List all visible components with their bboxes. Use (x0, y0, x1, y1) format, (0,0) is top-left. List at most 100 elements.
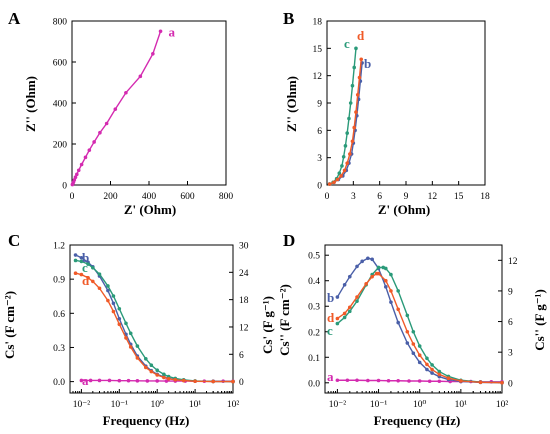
data-point-a (83, 155, 88, 160)
data-point-d (342, 311, 347, 316)
panel-letter-b: B (283, 9, 294, 28)
y-tick-label: 6 (317, 127, 322, 137)
data-point-a (164, 379, 169, 383)
data-point-d (335, 316, 340, 321)
data-point-a (376, 378, 381, 383)
data-point-c (73, 258, 78, 263)
data-point-d (91, 279, 95, 284)
y-tick-label: 0.6 (53, 310, 65, 320)
y2-tick-label: 0 (239, 378, 244, 388)
data-point-b (430, 371, 434, 375)
data-point-a (98, 130, 102, 135)
panel-a-plot-area: 0 200 400 600 800 0 200 400 600 800 a (53, 18, 234, 203)
data-point-a (386, 378, 391, 383)
data-point-d (173, 377, 178, 382)
data-point-c (91, 265, 95, 270)
data-point-c (411, 329, 416, 334)
data-point-b (396, 320, 400, 325)
data-point-c (348, 101, 353, 105)
data-point-d (354, 110, 358, 114)
data-point-c (355, 299, 359, 303)
data-point-d (117, 322, 122, 327)
panel-b-y-axis-title: Z'' (Ohm) (284, 76, 299, 132)
data-point-d (383, 278, 388, 283)
x-tick-label: 10¹ (189, 400, 202, 410)
data-point-d (339, 174, 343, 178)
data-point-d (342, 168, 347, 173)
data-point-d (411, 342, 416, 346)
data-point-b (335, 295, 340, 299)
data-point-c (343, 144, 348, 148)
x-tick-label: 10⁻² (73, 400, 91, 410)
data-point-a (417, 379, 422, 383)
data-point-d (405, 329, 410, 334)
data-point-a (135, 379, 140, 383)
panel-d-y2-axis-title: Cs'' (F g⁻¹) (532, 289, 547, 351)
data-point-d (376, 271, 381, 276)
data-point-d (345, 161, 349, 165)
x-tick-label: 10⁻² (329, 400, 347, 410)
data-point-d (144, 365, 148, 370)
panel-c-chart: 10⁻² 10⁻¹ 10⁰ 10¹ 10² 0.0 0.3 0.6 0.9 1.2 0 6 12 18 24… (2, 242, 275, 429)
data-point-a (79, 378, 84, 383)
panel-d-plot-area: 10⁻² 10⁻¹ 10⁰ 10¹ 10² 0.0 0.1 0.2 0.3 0.4 0.5 0 3 6 9 1… (308, 244, 518, 410)
data-point-c (124, 321, 128, 326)
data-point-c (345, 131, 349, 135)
data-point-d (166, 376, 171, 381)
data-point-d (430, 367, 434, 372)
data-point-c (106, 284, 110, 288)
x-tick-label: 10⁻¹ (111, 400, 129, 410)
data-point-d (106, 298, 110, 303)
x-tick-label: 10² (227, 400, 240, 410)
curve-label-b: b (327, 290, 334, 305)
data-point-d (181, 378, 186, 383)
data-point-b (405, 341, 410, 345)
curve-label-c: c (344, 36, 350, 51)
panel-letter-d: D (283, 231, 295, 250)
data-point-b (366, 256, 370, 261)
data-point-d (128, 345, 133, 349)
data-point-d (73, 271, 78, 276)
data-point-c (342, 315, 347, 320)
panel-c-y-axis-title: Cs' (F cm⁻²) (2, 291, 17, 359)
data-point-b (425, 367, 429, 372)
data-point-c (135, 344, 140, 348)
data-point-a (145, 379, 150, 383)
y-tick-label: 0.4 (308, 277, 320, 287)
data-point-b (370, 257, 374, 262)
x-tick-label: 10⁰ (151, 400, 165, 410)
panel-letter-a: A (8, 9, 21, 28)
data-point-c (162, 372, 166, 377)
y-tick-label: 0.0 (308, 379, 320, 389)
y-tick-label: 18 (313, 18, 323, 28)
data-point-d (370, 274, 374, 279)
data-point-d (124, 336, 128, 340)
y-tick-label: 0.0 (53, 378, 65, 388)
panel-a-x-axis-title: Z' (Ohm) (124, 202, 176, 217)
x-tick-label: 200 (103, 192, 118, 202)
x-tick-label: 10⁻¹ (370, 400, 388, 410)
y2-tick-label: 18 (239, 296, 249, 306)
data-point-a (427, 379, 432, 384)
data-point-a (113, 107, 118, 111)
panel-d-y-axis-title: Cs'' (F cm⁻²) (277, 284, 292, 356)
curve-label-d: d (357, 28, 365, 43)
data-point-a (158, 29, 163, 34)
data-point-a (151, 52, 155, 56)
data-point-d (335, 177, 340, 182)
y2-tick-label: 6 (239, 351, 244, 361)
data-point-c (405, 313, 410, 318)
data-point-d (86, 275, 90, 280)
data-point-d (417, 353, 422, 358)
data-point-c (417, 344, 422, 348)
panel-a-y-axis-title: Z'' (Ohm) (23, 76, 38, 132)
data-point-c (347, 116, 351, 121)
data-point-d (500, 380, 504, 385)
panel-c-plot-area: 10⁻² 10⁻¹ 10⁰ 10¹ 10² 0.0 0.3 0.6 0.9 1.2 0 6 12 18 24… (53, 242, 249, 411)
data-point-c (155, 368, 159, 373)
data-point-c (425, 356, 429, 361)
y-tick-label: 0.5 (308, 252, 320, 262)
data-point-a (79, 162, 84, 167)
curve-label-d: d (327, 310, 335, 325)
x-tick-label: 600 (180, 192, 195, 202)
